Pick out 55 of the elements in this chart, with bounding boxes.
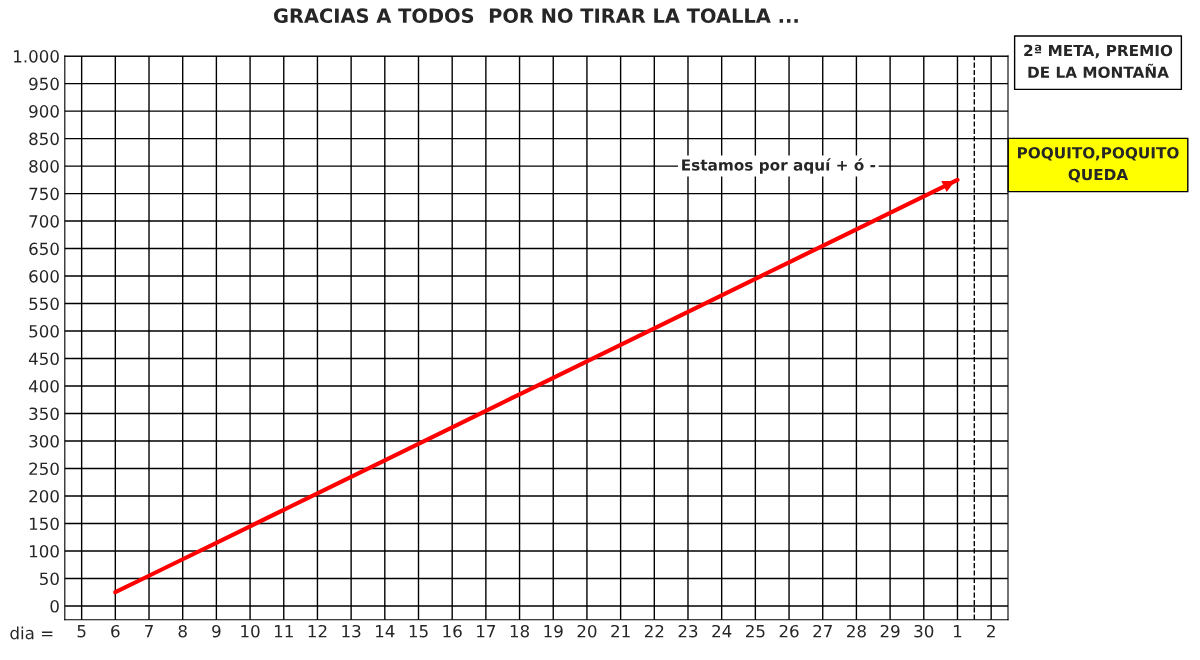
x-tick-label: 9 (212, 624, 221, 638)
x-tick-label: 27 (813, 624, 832, 638)
y-tick-label: 650 (29, 242, 59, 256)
y-tick-label: 550 (29, 297, 59, 311)
x-tick-label: 6 (111, 624, 120, 638)
x-tick-label: 30 (914, 624, 934, 638)
y-tick-label: 0 (50, 599, 59, 613)
y-tick-label: 450 (28, 352, 59, 366)
x-axis-title: dia = (10, 626, 53, 640)
x-tick-label: 22 (644, 624, 664, 638)
x-tick-label: 18 (510, 624, 530, 638)
x-tick-label: 10 (241, 624, 260, 638)
x-tick-label: 8 (178, 624, 187, 638)
y-tick-label: 50 (40, 572, 59, 586)
y-tick-label: 950 (29, 77, 59, 91)
y-tick-label: 850 (29, 132, 59, 146)
y-tick-label: 900 (29, 105, 59, 118)
x-tick-label: 23 (678, 624, 698, 638)
y-tick-label: 750 (29, 187, 59, 201)
y-tick-label: 1.000 (14, 50, 59, 63)
x-tick-label: 11 (274, 625, 293, 638)
x-tick-label: 21 (611, 624, 630, 638)
text: 2ª META, PREMIO DE LA MONTAÑA (1024, 44, 1173, 79)
y-tick-label: 350 (29, 407, 59, 421)
x-tick-label: 28 (847, 624, 866, 638)
x-tick-label: 1 (954, 625, 962, 638)
x-tick-label: 2 (987, 624, 995, 638)
y-tick-label: 700 (29, 215, 59, 228)
x-tick-label: 26 (779, 624, 799, 638)
x-tick-label: 7 (145, 625, 153, 638)
y-tick-label: 500 (29, 325, 59, 338)
x-tick-label: 24 (712, 624, 732, 638)
x-tick-label: 20 (577, 624, 597, 638)
x-tick-label: 12 (308, 624, 327, 638)
y-tick-label: 600 (29, 270, 59, 283)
x-tick-label: 14 (376, 625, 395, 638)
y-tick-label: 200 (29, 489, 59, 503)
y-tick-label: 800 (29, 160, 59, 173)
y-tick-label: 400 (28, 380, 59, 393)
x-tick-label: 15 (409, 625, 428, 638)
y-tick-label: 150 (29, 517, 59, 531)
y-tick-label: 250 (29, 462, 59, 476)
x-tick-label: 13 (342, 624, 361, 638)
chart-title: GRACIAS A TODOS POR NO TIRAR LA TOALLA ... (273, 8, 798, 24)
x-tick-label: 19 (544, 624, 563, 638)
x-tick-label: 17 (477, 625, 496, 638)
x-tick-label: 16 (443, 624, 462, 638)
y-tick-label: 300 (29, 434, 59, 448)
y-tick-label: 100 (29, 544, 59, 558)
x-tick-label: 25 (745, 624, 765, 638)
x-tick-label: 5 (77, 625, 86, 638)
line-series (113, 177, 960, 595)
x-tick-label: 29 (880, 624, 900, 638)
text: POQUITO,POQUITO QUEDA (1018, 147, 1179, 183)
annotation: Estamos por aquí + ó - (682, 158, 876, 174)
